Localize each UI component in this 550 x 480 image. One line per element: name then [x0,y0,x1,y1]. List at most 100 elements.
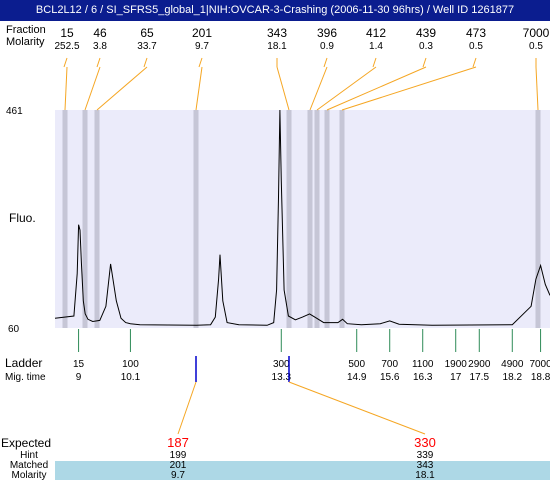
molarity-value: 18.1 [415,470,435,480]
fraction-leader [96,66,148,111]
fraction-molarity-label: 33.7 [137,41,157,52]
ladder-time-label: 17 [450,372,462,383]
fraction-leader [341,66,477,111]
fraction-leader [143,57,148,68]
hint-header: Hint [20,450,38,461]
fraction-molarity-label: 0.3 [419,41,433,52]
hint-value: 339 [417,450,434,461]
fraction-band [62,110,68,328]
ladder-size-label: 4900 [501,359,524,370]
fraction-size-label: 439 [416,26,436,40]
fraction-molarity-label: 9.7 [195,41,209,52]
fraction-molarity-label: 1.4 [369,41,383,52]
fraction-band [82,110,88,328]
fraction-leader [422,57,427,68]
expected-leader [288,381,426,435]
fraction-leader [96,57,101,68]
fraction-size-label: 473 [466,26,486,40]
fraction-leader [372,57,377,68]
expected-value: 330 [414,435,436,450]
fraction-leader [309,66,328,111]
y-max-label: 461 [6,106,23,117]
fraction-leader [472,57,477,68]
fraction-size-label: 46 [93,26,107,40]
fraction-molarity-label: 252.5 [54,41,79,52]
fraction-size-label: 201 [192,26,212,40]
fraction-band [193,110,199,328]
ladder-size-label: 2900 [468,359,491,370]
fraction-size-label: 7000 [523,26,550,40]
fraction-band [339,110,345,328]
fraction-band [94,110,100,328]
expected-leader [177,381,197,435]
fraction-band [535,110,541,328]
fraction-molarity-label: 0.9 [320,41,334,52]
molarity-header: Molarity [6,36,45,48]
fraction-size-label: 65 [140,26,154,40]
fraction-size-label: 412 [366,26,386,40]
fraction-molarity-label: 0.5 [529,41,543,52]
ladder-time-label: 14.9 [347,372,367,383]
mig-time-header: Mig. time [5,372,46,383]
fraction-bands [62,110,541,328]
fraction-molarity-label: 18.1 [267,41,287,52]
expected-value: 187 [167,435,189,450]
fraction-molarity-label: 3.8 [93,41,107,52]
fraction-leader [84,66,101,111]
molarity-value: 9.7 [171,470,185,480]
fraction-leader [64,66,68,111]
ladder-time-label: 10.1 [121,372,141,383]
fraction-band [324,110,330,328]
matched-value: 201 [170,460,187,471]
y-axis-label: Fluo. [9,211,36,225]
hint-value: 199 [170,450,187,461]
fluorescence-trace [54,109,550,326]
table-row-bg-matched [55,461,550,471]
fraction-leader [326,66,427,111]
fraction-molarity-label: 0.5 [469,41,483,52]
fraction-leader [276,66,290,111]
matched-header: Matched [10,460,48,471]
fraction-size-label: 343 [267,26,287,40]
fraction-leader [316,66,377,111]
ladder-size-label: 15 [73,359,85,370]
fraction-leader [535,66,539,111]
ladder-labels: 15 9 100 10.1 300 13.3 500 14.9 700 15.6 1100 16.3 1… [73,359,550,383]
fraction-band [307,110,313,328]
molarity-row-header: Molarity [11,470,46,480]
ladder-time-label: 15.6 [380,372,400,383]
matched-value: 343 [417,460,434,471]
fraction-band [314,110,320,328]
ladder-time-label: 13.3 [272,372,292,383]
fraction-leader [63,57,68,68]
ladder-header: Ladder [5,356,42,370]
table-row-bg-molarity [55,471,550,480]
y-min-label: 60 [8,324,20,335]
fraction-band [286,110,292,328]
ladder-size-label: 300 [273,359,290,370]
fraction-leader [198,57,203,68]
ladder-time-label: 18.2 [503,372,523,383]
ladder-time-label: 18.8 [531,372,550,383]
fraction-leader [195,66,203,111]
ladder-size-label: 7000 [529,359,550,370]
fraction-leader [323,57,328,68]
expected-header: Expected [1,436,51,450]
ladder-size-label: 700 [381,359,398,370]
fraction-size-label: 396 [317,26,337,40]
ladder-time-label: 9 [76,372,82,383]
ladder-lines [78,329,542,352]
ladder-time-label: 16.3 [413,372,433,383]
ladder-size-label: 500 [348,359,365,370]
ladder-size-label: 1900 [445,359,468,370]
fraction-size-label: 15 [60,26,74,40]
ladder-size-label: 1100 [412,359,434,370]
window-title: BCL2L12 / 6 / SI_SFRS5_global_1|NIH:OVCA… [0,0,550,21]
ladder-time-label: 17.5 [470,372,490,383]
plot-area [55,110,550,328]
ladder-size-label: 100 [122,359,139,370]
